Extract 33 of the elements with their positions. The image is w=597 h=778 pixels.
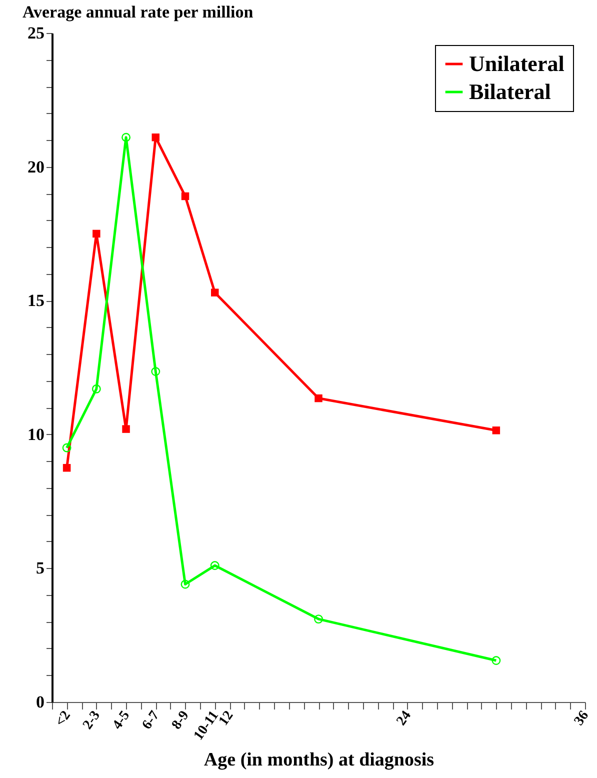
point: [314, 614, 323, 624]
point: [210, 288, 219, 296]
point: [92, 230, 100, 238]
y-tick-label: 25: [28, 24, 44, 42]
point: [210, 561, 220, 570]
point: [62, 464, 71, 472]
point: [152, 133, 160, 142]
point: [492, 656, 501, 665]
x-tick-label: <2: [52, 708, 74, 730]
y-tick-label: 20: [28, 157, 44, 176]
x-tick-label: 36: [572, 708, 592, 729]
legend-label: Bilateral: [469, 79, 551, 104]
y-tick-label: 15: [28, 291, 44, 310]
y-tick-label: 10: [28, 424, 44, 444]
x-tick-label: 6-7: [140, 708, 163, 732]
x-tick-label: 2-3: [80, 708, 104, 732]
x-tick-label: 24: [394, 708, 414, 729]
point: [122, 132, 130, 142]
legend-label: Unilateral: [469, 51, 564, 76]
point: [181, 192, 190, 200]
point: [151, 367, 160, 376]
point: [492, 426, 500, 434]
x-axis-title: Age (in months) at diagnosis: [204, 750, 434, 771]
y-axis-title: Average annual rate per million: [22, 2, 254, 22]
x-tick-label: 8-9: [169, 708, 192, 732]
x-tick-label: 4-5: [110, 708, 134, 732]
point: [180, 580, 190, 589]
point: [62, 443, 72, 452]
point: [314, 394, 322, 402]
point: [122, 425, 130, 433]
y-tick-label: 0: [36, 692, 44, 712]
y-tick-label: 5: [36, 558, 44, 578]
point: [92, 384, 101, 394]
